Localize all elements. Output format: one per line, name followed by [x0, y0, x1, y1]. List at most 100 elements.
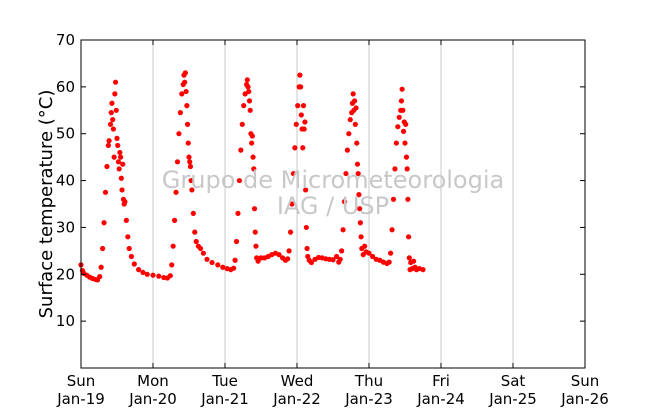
watermark-line-2: IAG / USP [277, 192, 389, 220]
data-point [156, 273, 162, 279]
data-point [251, 166, 257, 172]
data-point [286, 248, 292, 254]
data-point [337, 256, 343, 262]
data-point [236, 177, 242, 184]
data-point [106, 138, 112, 144]
data-point [403, 121, 409, 127]
data-point [131, 261, 137, 267]
data-point [276, 252, 282, 258]
data-point [125, 234, 131, 240]
data-point [293, 121, 299, 127]
data-point [301, 126, 307, 132]
data-point [298, 84, 304, 90]
data-point [292, 145, 298, 151]
data-point [246, 88, 252, 95]
data-point [189, 187, 195, 193]
data-point [110, 117, 116, 123]
x-tick-label-date: Jan-25 [488, 390, 537, 408]
y-tick-label: 70 [56, 31, 75, 49]
data-point [347, 117, 353, 123]
data-point [167, 273, 173, 279]
data-point [366, 250, 372, 256]
data-point [192, 229, 198, 235]
data-point [298, 112, 304, 118]
data-point [197, 245, 204, 252]
data-point [300, 103, 307, 109]
data-point [204, 256, 210, 262]
data-point [251, 206, 258, 212]
y-tick-label: 20 [56, 265, 75, 283]
data-point [173, 189, 179, 195]
data-point [249, 140, 255, 146]
x-tick-label-date: Jan-24 [416, 390, 465, 408]
data-point [109, 100, 115, 106]
data-point [346, 131, 352, 137]
data-point [169, 262, 175, 268]
data-point [150, 272, 156, 278]
data-point [97, 274, 103, 280]
data-point [250, 154, 256, 160]
data-point [330, 257, 336, 263]
data-point [193, 238, 199, 245]
data-point [304, 245, 310, 252]
data-point [358, 234, 364, 240]
watermark-line-1: Grupo de Micrometeorologia [162, 166, 504, 194]
data-point [393, 140, 399, 146]
data-point [241, 103, 247, 109]
data-point [232, 257, 238, 263]
data-point [100, 245, 106, 252]
data-point [118, 154, 124, 160]
data-point [302, 119, 308, 125]
y-axis-label: Surface temperature (°C) [36, 90, 57, 319]
data-point [252, 229, 258, 235]
data-point [200, 250, 206, 256]
data-point [101, 220, 107, 226]
data-point [249, 133, 255, 139]
data-point [386, 259, 392, 265]
data-point [128, 253, 134, 260]
data-point [343, 170, 349, 177]
data-point [399, 86, 405, 92]
grid [152, 40, 514, 368]
data-point [303, 224, 309, 231]
x-tick-label-day: Wed [281, 372, 314, 390]
data-point [285, 256, 291, 262]
data-point [113, 107, 119, 113]
data-point [112, 79, 119, 85]
data-point [188, 177, 194, 184]
data-point [118, 175, 124, 181]
data-point [144, 271, 150, 277]
data-point [355, 170, 361, 177]
data-point [187, 163, 194, 170]
data-points [78, 70, 426, 283]
data-point [177, 110, 183, 116]
data-point [287, 229, 294, 235]
data-point [388, 250, 394, 256]
data-point [179, 91, 185, 97]
x-tick-label-date: Jan-23 [344, 390, 393, 408]
data-point [105, 142, 111, 149]
data-point [352, 121, 358, 127]
data-point [370, 253, 376, 260]
data-point [334, 253, 340, 260]
data-point [395, 124, 401, 130]
data-point [341, 199, 348, 205]
data-point [182, 79, 188, 85]
y-tick-label: 40 [56, 172, 75, 190]
data-point [357, 220, 363, 226]
data-point [126, 245, 132, 252]
data-point [297, 72, 303, 78]
data-point [290, 170, 296, 177]
data-point [186, 154, 192, 160]
data-point [122, 199, 128, 205]
x-tick-label-date: Jan-26 [560, 390, 609, 408]
x-tick-label-day: Sat [501, 372, 526, 390]
data-point [235, 210, 241, 216]
x-tick-label-date: Jan-19 [56, 390, 105, 408]
data-point [114, 135, 120, 141]
data-point [238, 147, 244, 153]
data-point [354, 161, 361, 167]
data-point [303, 187, 309, 193]
